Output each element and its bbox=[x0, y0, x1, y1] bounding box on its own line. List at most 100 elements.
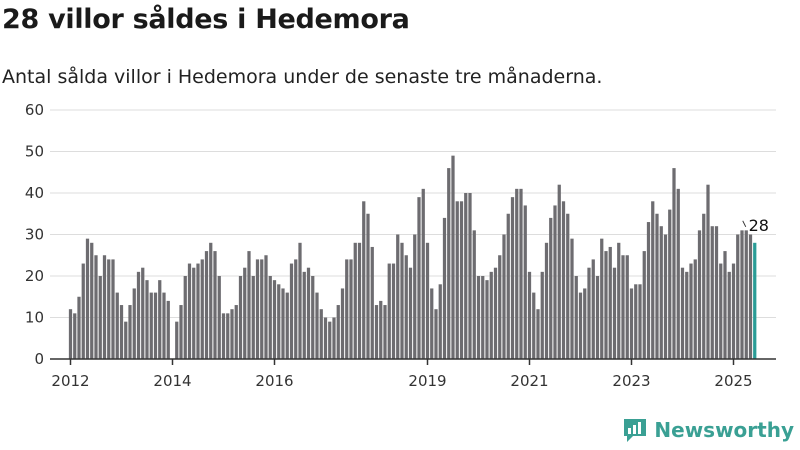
bar bbox=[553, 205, 557, 359]
bar bbox=[264, 255, 268, 359]
bar bbox=[357, 242, 362, 359]
bar bbox=[362, 201, 366, 359]
bar bbox=[736, 234, 740, 359]
bar bbox=[234, 305, 238, 359]
bar bbox=[260, 259, 264, 359]
brand: Newsworthy bbox=[622, 416, 794, 444]
bar bbox=[77, 296, 81, 359]
bar bbox=[702, 213, 706, 359]
bar bbox=[277, 284, 281, 359]
bar bbox=[166, 300, 170, 359]
bar bbox=[714, 226, 719, 359]
bar bbox=[200, 259, 204, 359]
data-label: 28 bbox=[749, 216, 769, 235]
brand-name: Newsworthy bbox=[654, 418, 794, 442]
bar bbox=[268, 276, 272, 359]
bar bbox=[455, 201, 459, 359]
bar bbox=[370, 246, 374, 359]
bar bbox=[481, 276, 485, 359]
bar bbox=[111, 259, 115, 359]
bar bbox=[306, 267, 311, 359]
bar bbox=[387, 263, 391, 359]
bar bbox=[510, 197, 515, 359]
bar bbox=[719, 263, 723, 359]
x-tick-label: 2019 bbox=[408, 372, 446, 390]
bar bbox=[417, 197, 421, 359]
bar bbox=[672, 168, 676, 359]
bar bbox=[519, 188, 523, 359]
bar bbox=[319, 309, 323, 359]
bar bbox=[175, 321, 179, 359]
bar bbox=[634, 284, 638, 359]
bar bbox=[536, 309, 540, 359]
x-tick-label: 2012 bbox=[51, 372, 89, 390]
bar bbox=[451, 155, 455, 359]
gridlines bbox=[50, 109, 776, 318]
y-tick-label: 60 bbox=[25, 101, 44, 119]
bar bbox=[217, 276, 221, 359]
bar bbox=[472, 230, 476, 359]
bar bbox=[68, 309, 73, 359]
bar bbox=[311, 276, 315, 359]
bar bbox=[102, 255, 107, 359]
bar bbox=[587, 267, 591, 359]
bar bbox=[400, 242, 404, 359]
bar bbox=[655, 213, 659, 359]
bar bbox=[413, 234, 417, 359]
bar bbox=[506, 213, 510, 359]
y-tick-label: 30 bbox=[25, 226, 44, 244]
bar bbox=[179, 305, 183, 359]
bar bbox=[727, 271, 731, 359]
bar bbox=[302, 271, 306, 359]
bar bbox=[425, 242, 430, 359]
bar bbox=[493, 267, 498, 359]
bar bbox=[340, 288, 345, 359]
bar bbox=[421, 188, 425, 359]
bar bbox=[145, 280, 149, 359]
bar bbox=[243, 267, 247, 359]
bar bbox=[396, 234, 400, 359]
bar bbox=[731, 263, 736, 359]
bar bbox=[298, 242, 302, 359]
bar bbox=[570, 238, 574, 359]
bar bbox=[162, 292, 166, 359]
bar bbox=[124, 321, 128, 359]
bar bbox=[532, 292, 536, 359]
bar bbox=[651, 201, 655, 359]
bar bbox=[476, 276, 481, 359]
bar bbox=[383, 305, 387, 359]
bar bbox=[230, 309, 234, 359]
bar bbox=[345, 259, 349, 359]
bar bbox=[706, 184, 710, 359]
bar bbox=[459, 201, 464, 359]
bar bbox=[115, 292, 119, 359]
bar bbox=[663, 234, 668, 359]
bar-highlight bbox=[753, 242, 757, 359]
bars bbox=[68, 155, 757, 359]
bar bbox=[391, 263, 396, 359]
bar bbox=[98, 276, 102, 359]
y-tick-label: 50 bbox=[25, 143, 44, 161]
bar bbox=[315, 292, 319, 359]
bar bbox=[238, 276, 243, 359]
bar bbox=[209, 242, 213, 359]
bar bbox=[332, 317, 336, 359]
x-tick-label: 2023 bbox=[612, 372, 650, 390]
bar bbox=[247, 251, 251, 359]
bar bbox=[604, 251, 608, 359]
bar bbox=[680, 267, 685, 359]
newsworthy-logo-icon bbox=[624, 419, 647, 442]
bar bbox=[591, 259, 595, 359]
bar bbox=[94, 255, 98, 359]
bar bbox=[485, 280, 489, 359]
bar bbox=[600, 238, 604, 359]
bar bbox=[540, 271, 544, 359]
bar bbox=[515, 188, 519, 359]
bar bbox=[710, 226, 714, 359]
bar bbox=[349, 259, 353, 359]
bar bbox=[73, 313, 77, 359]
bar bbox=[447, 168, 451, 359]
bar bbox=[668, 209, 672, 359]
headline: 28 villor såldes i Hedemora bbox=[2, 4, 410, 35]
